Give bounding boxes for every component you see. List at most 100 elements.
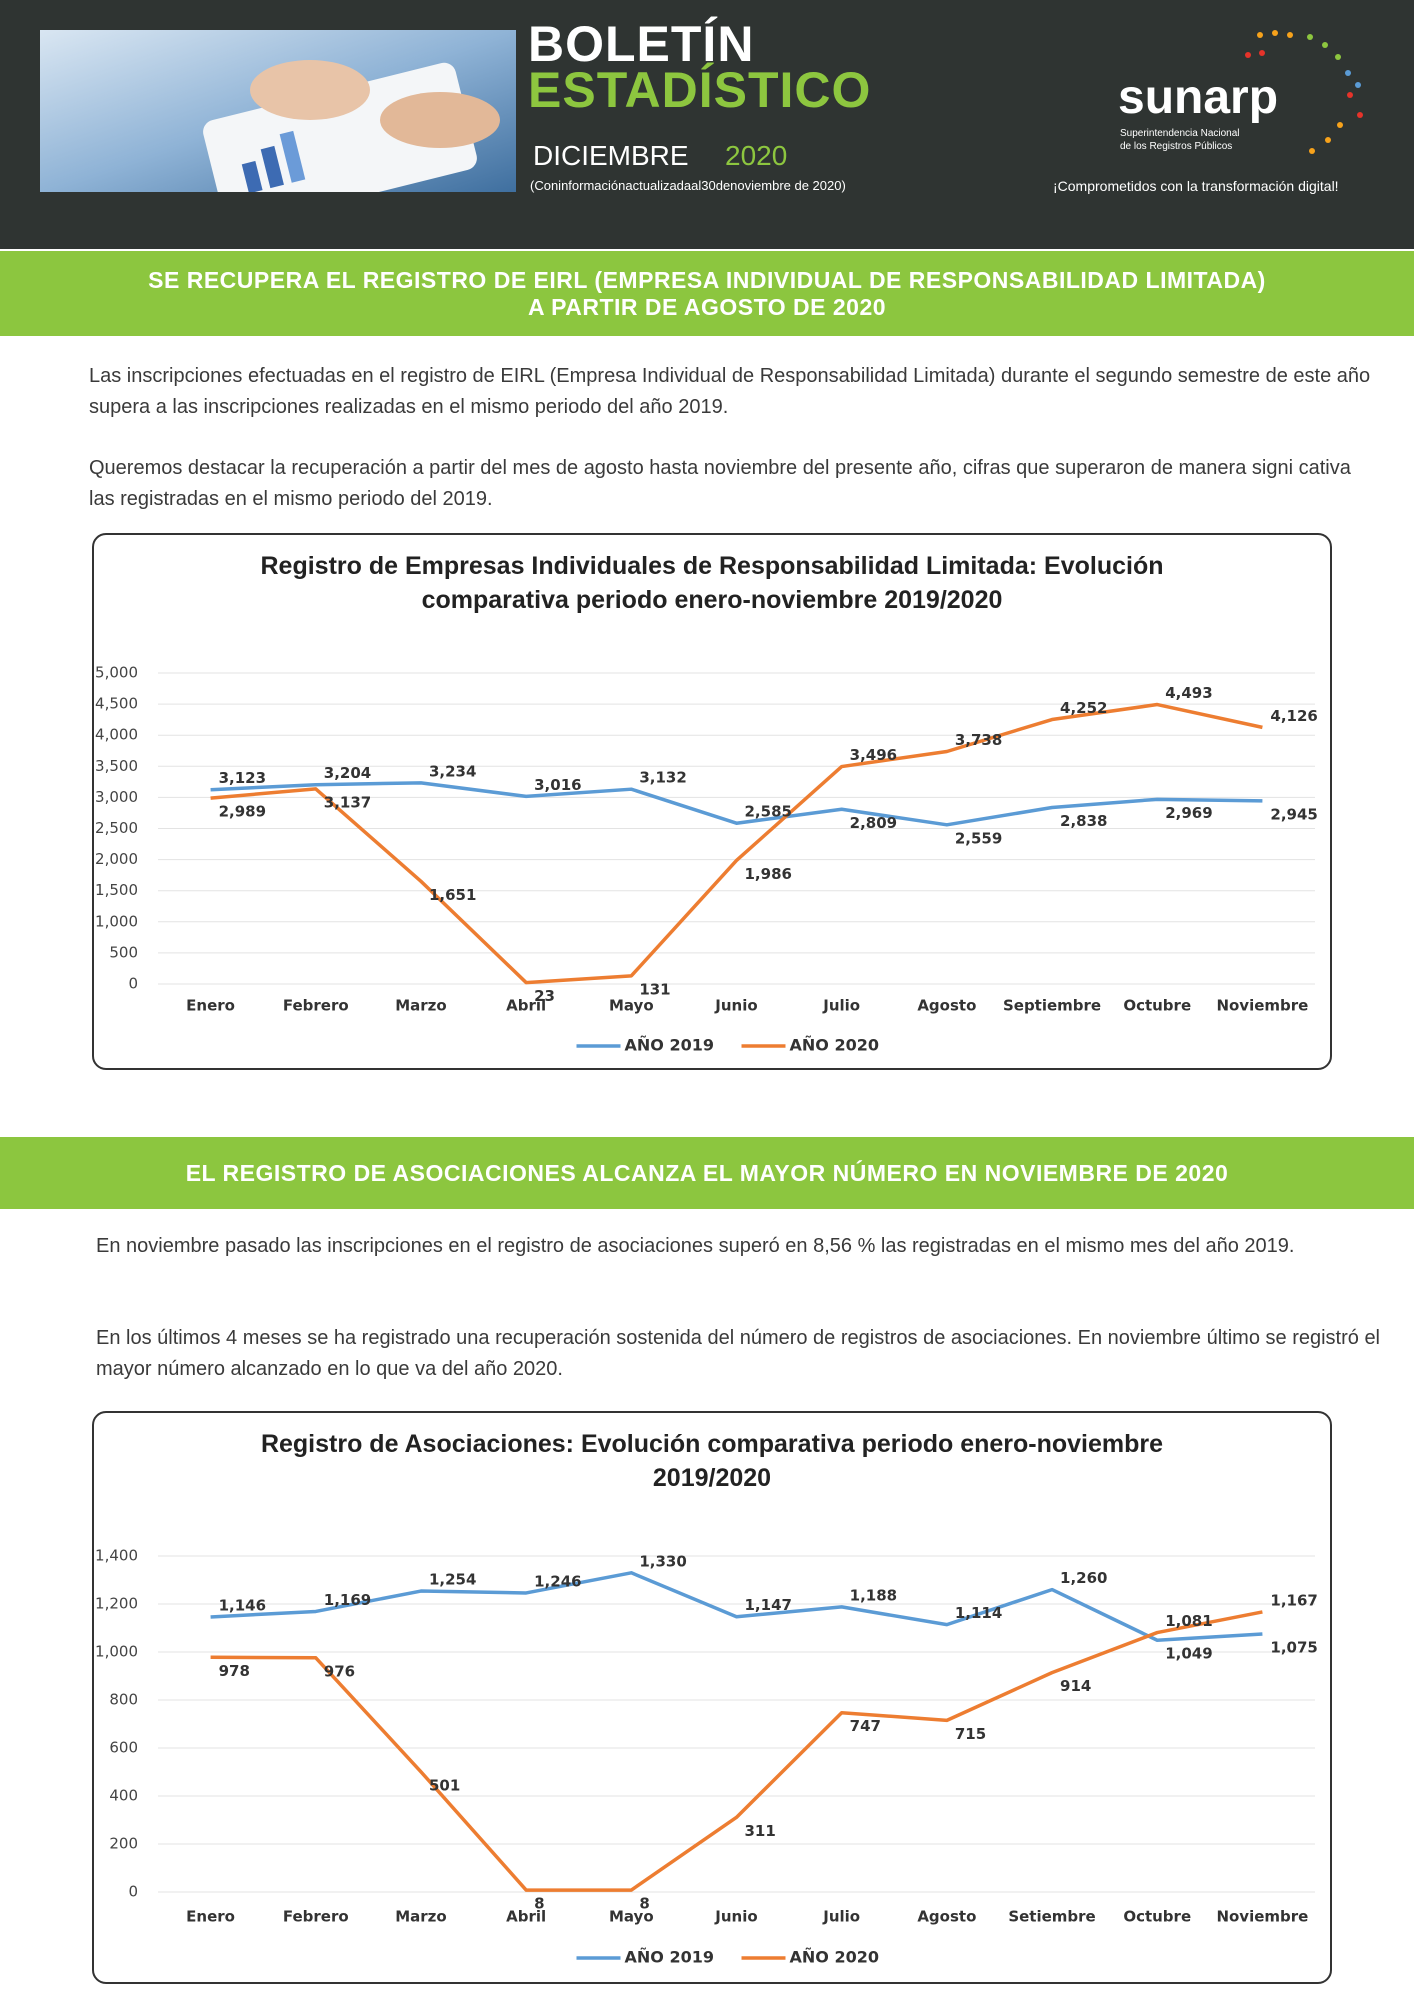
logo-subtitle: Superintendencia Nacional — [1120, 128, 1240, 139]
data-label: 914 — [1060, 1677, 1091, 1695]
data-label: 4,252 — [1060, 699, 1107, 717]
header: BOLETÍN ESTADÍSTICO DICIEMBRE 2020 (Coni… — [0, 0, 1414, 249]
y-tick-label: 2,500 — [95, 819, 138, 837]
x-tick-label: Agosto — [917, 1908, 976, 1926]
chart: 0 200 400 600 800 1,000 1,200 1,400 Enero Febrero… — [95, 1547, 1318, 1967]
paragraph: Las inscripciones efectuadas en el regis… — [89, 365, 1371, 418]
data-label: 131 — [639, 980, 670, 998]
paragraph: En noviembre pasado las inscripciones en… — [96, 1235, 1295, 1257]
x-tick-label: Octubre — [1123, 997, 1191, 1015]
data-label: 1,081 — [1165, 1612, 1212, 1630]
data-label: 1,651 — [429, 886, 476, 904]
y-tick-label: 600 — [109, 1739, 138, 1757]
chart-box: Registro de Asociaciones: Evolución comp… — [92, 1411, 1332, 1984]
x-tick-label: Febrero — [283, 1908, 349, 1926]
y-tick-label: 3,000 — [95, 788, 138, 806]
data-label: 3,738 — [955, 731, 1002, 749]
data-label: 4,126 — [1270, 707, 1317, 725]
y-tick-label: 1,400 — [95, 1547, 138, 1565]
y-tick-label: 1,000 — [95, 1643, 138, 1661]
y-tick-label: 2,000 — [95, 850, 138, 868]
x-tick-label: Mayo — [609, 997, 654, 1015]
data-label: 978 — [219, 1662, 250, 1680]
x-tick-label: Junio — [714, 1908, 757, 1926]
y-tick-label: 0 — [128, 1883, 138, 1901]
data-label: 1,147 — [745, 1596, 792, 1614]
x-tick-label: Marzo — [395, 1908, 446, 1926]
y-tick-label: 500 — [109, 943, 138, 961]
data-label: 747 — [850, 1717, 881, 1735]
legend-label: AÑO 2020 — [790, 1948, 879, 1967]
x-tick-label: Abril — [506, 1908, 546, 1926]
y-tick-label: 1,500 — [95, 881, 138, 899]
data-label: 1,114 — [955, 1604, 1002, 1622]
legend-label: AÑO 2020 — [790, 1036, 879, 1055]
data-label: 715 — [955, 1725, 986, 1743]
x-tick-label: Marzo — [395, 997, 446, 1015]
data-label: 2,989 — [219, 803, 266, 821]
data-label: 2,838 — [1060, 812, 1107, 830]
x-tick-label: Julio — [822, 1908, 860, 1926]
data-label: 1,146 — [219, 1596, 266, 1614]
x-tick-label: Abril — [506, 997, 546, 1015]
x-tick-label: Julio — [822, 997, 860, 1015]
data-label: 1,986 — [745, 865, 792, 883]
heading-line: SE RECUPERA EL REGISTRO DE EIRL (EMPRESA… — [148, 266, 1266, 293]
data-label: 3,234 — [429, 762, 476, 780]
data-label: 1,254 — [429, 1571, 476, 1589]
data-label: 8 — [639, 1895, 649, 1913]
series-line — [210, 1610, 1263, 1892]
chart-title: Registro de Empresas Individuales de Res… — [260, 552, 1164, 614]
data-label: 1,075 — [1270, 1639, 1317, 1657]
data-label: 1,330 — [639, 1552, 686, 1570]
x-tick-label: Mayo — [609, 1908, 654, 1926]
data-label: 2,809 — [850, 814, 897, 832]
data-label: 1,169 — [324, 1591, 371, 1609]
legend-label: AÑO 2019 — [625, 1036, 714, 1055]
heading-line: A PARTIR DE AGOSTO DE 2020 — [527, 293, 887, 320]
y-tick-label: 5,000 — [95, 664, 138, 682]
y-tick-label: 1,000 — [95, 912, 138, 930]
note: (Coninformaciónactualizadaal30denoviembr… — [530, 178, 846, 193]
y-tick-label: 200 — [109, 1835, 138, 1853]
data-label: 23 — [534, 987, 555, 1005]
month: DICIEMBRE — [533, 140, 689, 171]
y-tick-label: 3,500 — [95, 757, 138, 775]
chart-title: Registro de Asociaciones: Evolución comp… — [260, 1430, 1164, 1492]
title-line1: BOLETÍN — [528, 16, 755, 72]
heading-line: EL REGISTRO DE ASOCIACIONES ALCANZA EL M… — [185, 1159, 1229, 1186]
data-label: 311 — [745, 1822, 776, 1840]
x-tick-label: Agosto — [917, 997, 976, 1015]
data-label: 1,260 — [1060, 1569, 1107, 1587]
slogan: ¡Comprometidos con la transformación dig… — [1053, 178, 1339, 194]
year: 2020 — [725, 140, 788, 171]
x-tick-label: Setiembre — [1008, 1908, 1095, 1926]
x-tick-label: Junio — [714, 997, 757, 1015]
data-label: 2,559 — [955, 829, 1002, 847]
series-line — [210, 781, 1263, 827]
x-tick-label: Enero — [186, 997, 235, 1015]
header-photo — [40, 30, 516, 192]
data-label: 3,123 — [219, 769, 266, 787]
title-line2: ESTADÍSTICO — [528, 62, 872, 118]
y-tick-label: 4,500 — [95, 695, 138, 713]
logo-subtitle: de los Registros Públicos — [1120, 141, 1233, 152]
data-label: 501 — [429, 1776, 460, 1794]
y-tick-label: 0 — [128, 975, 138, 993]
data-label: 3,137 — [324, 793, 371, 811]
data-label: 3,016 — [534, 776, 581, 794]
section-heading: SE RECUPERA EL REGISTRO DE EIRL (EMPRESA… — [0, 251, 1414, 336]
y-tick-label: 400 — [109, 1787, 138, 1805]
data-label: 2,585 — [745, 803, 792, 821]
data-label: 1,246 — [534, 1572, 581, 1590]
data-label: 1,049 — [1165, 1645, 1212, 1663]
section-heading: EL REGISTRO DE ASOCIACIONES ALCANZA EL M… — [0, 1137, 1414, 1209]
data-label: 2,969 — [1165, 804, 1212, 822]
series-line — [210, 702, 1263, 985]
data-label: 3,132 — [639, 769, 686, 787]
y-tick-label: 4,000 — [95, 726, 138, 744]
chart: 0 500 1,000 1,500 2,000 2,500 3,000 3,500 4,000 4… — [95, 664, 1318, 1055]
x-tick-label: Febrero — [283, 997, 349, 1015]
x-tick-label: Enero — [186, 1908, 235, 1926]
x-tick-label: Noviembre — [1216, 1908, 1308, 1926]
